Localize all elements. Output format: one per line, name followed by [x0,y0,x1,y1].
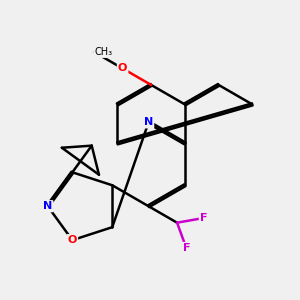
Text: CH₃: CH₃ [94,47,112,57]
Text: O: O [118,63,127,74]
Text: F: F [182,243,190,253]
Text: O: O [68,235,77,245]
Text: N: N [144,117,153,128]
Text: F: F [200,213,207,223]
Text: N: N [43,201,52,211]
